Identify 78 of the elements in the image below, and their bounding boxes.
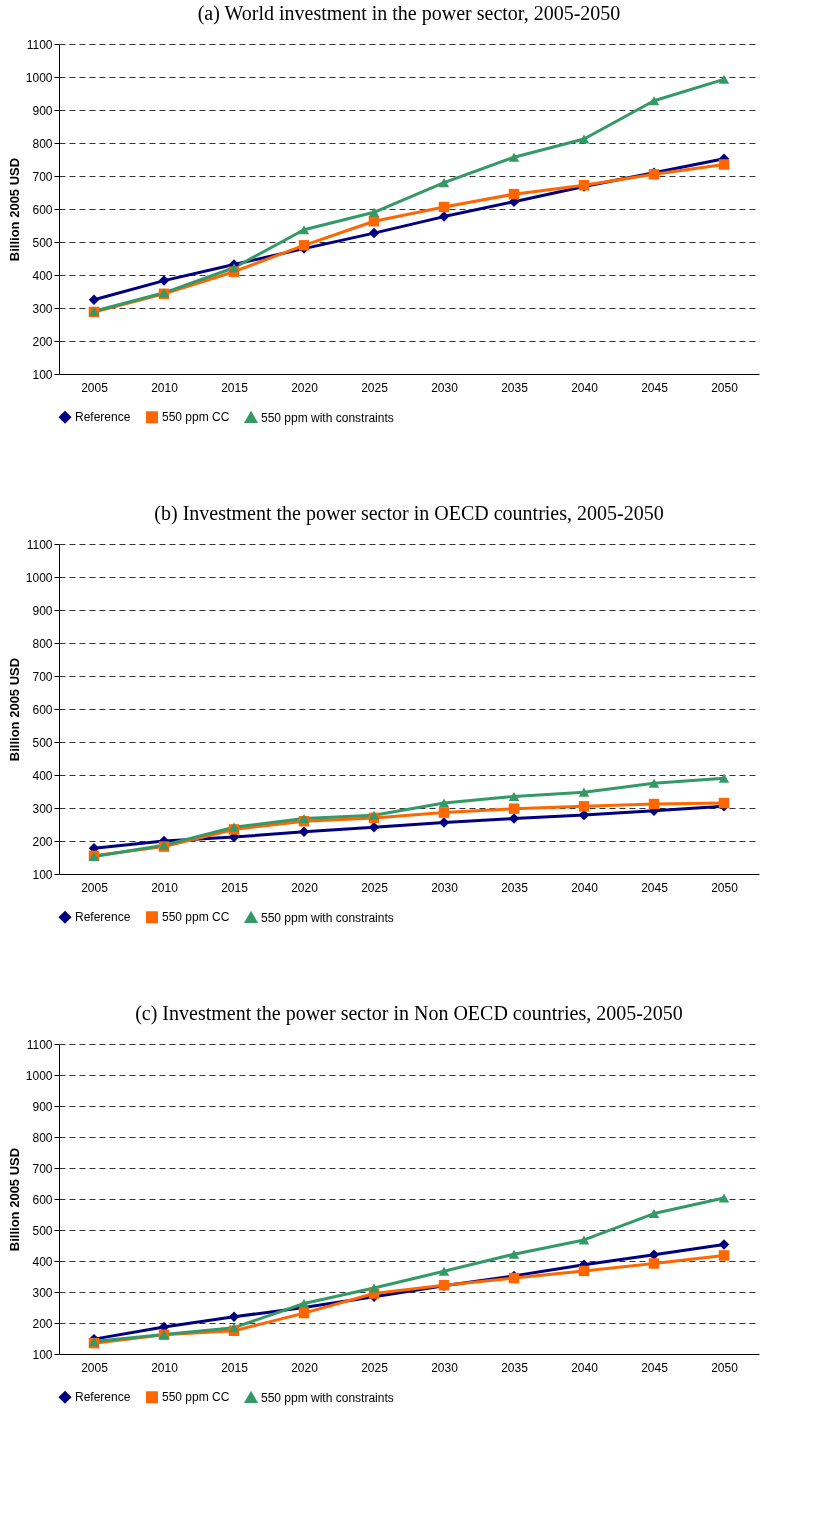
y-tick-label: 400 [32,268,53,283]
y-tick-label: 1000 [25,70,53,85]
y-tick-label: 500 [32,735,53,750]
x-tick-label: 2010 [151,880,179,895]
x-tick-label: 2015 [221,880,249,895]
x-tick-label: 2005 [81,380,109,395]
y-tick-label: 100 [32,867,53,882]
x-tick-label: 2025 [361,380,389,395]
y-tick-label: 700 [32,1161,53,1176]
y-tick-label: 1100 [26,1037,53,1052]
y-tick-label: 400 [32,768,53,783]
y-tick-label: 200 [32,834,53,849]
x-tick-label: 2005 [81,1360,109,1375]
x-tick-label: 2015 [221,380,249,395]
y-tick-label: 1100 [26,537,53,552]
y-axis-title: Billion 2005 USD [6,657,22,762]
x-tick-label: 2035 [501,1360,529,1375]
x-tick-label: 2010 [151,380,179,395]
y-tick-label: 600 [32,202,53,217]
y-tick-label: 900 [32,1099,53,1114]
chart-title: (c) Investment the power sector in Non OECD countries, 2005-2050 [135,1002,683,1025]
y-tick-label: 800 [32,136,53,151]
y-tick-label: 700 [32,169,53,184]
y-tick-label: 800 [32,636,53,651]
x-tick-label: 2035 [501,880,529,895]
x-tick-label: 2025 [361,1360,389,1375]
x-tick-label: 2005 [81,880,109,895]
x-tick-label: 2015 [221,1360,249,1375]
x-tick-label: 2040 [571,380,599,395]
y-tick-label: 300 [32,801,53,816]
x-tick-label: 2025 [361,880,389,895]
y-tick-label: 900 [32,603,53,618]
y-tick-label: 100 [32,367,53,382]
y-tick-label: 600 [32,702,53,717]
y-tick-label: 100 [32,1347,53,1362]
x-tick-label: 2020 [291,380,319,395]
x-tick-label: 2045 [641,1360,669,1375]
y-tick-label: 1000 [25,1068,53,1083]
y-tick-label: 900 [32,103,53,118]
x-tick-label: 2020 [291,1360,319,1375]
legend-label: 550 ppm CC [162,1390,230,1405]
chart-title: (a) World investment in the power sector, 2005-2050 [197,2,621,25]
legend-label: Reference [75,1390,131,1405]
y-tick-label: 300 [32,301,53,316]
y-tick-label: 200 [32,1316,53,1331]
legend-label: 550 ppm with constraints [261,910,394,925]
y-tick-label: 600 [32,1192,53,1207]
y-tick-label: 500 [32,1223,53,1238]
legend-label: 550 ppm CC [162,410,230,425]
y-tick-label: 300 [32,1285,53,1300]
x-tick-label: 2030 [431,380,459,395]
y-tick-label: 200 [32,334,53,349]
x-tick-label: 2040 [571,880,599,895]
x-tick-label: 2040 [571,1360,599,1375]
y-tick-label: 400 [32,1254,53,1269]
y-tick-label: 800 [32,1130,53,1145]
y-axis-title: Billion 2005 USD [6,157,22,262]
x-tick-label: 2030 [431,1360,459,1375]
legend-label: 550 ppm CC [162,910,230,925]
x-tick-label: 2045 [641,380,669,395]
y-tick-label: 500 [32,235,53,250]
x-tick-label: 2050 [711,1360,739,1375]
y-tick-label: 1100 [26,37,53,52]
x-tick-label: 2020 [291,880,319,895]
y-tick-label: 700 [32,669,53,684]
legend-label: 550 ppm with constraints [261,410,394,425]
x-tick-label: 2035 [501,380,529,395]
legend-label: Reference [75,910,131,925]
x-tick-label: 2010 [151,1360,179,1375]
legend-label: 550 ppm with constraints [261,1390,394,1405]
x-tick-label: 2050 [711,380,739,395]
x-tick-label: 2045 [641,880,669,895]
chart-title: (b) Investment the power sector in OECD countries, 2005-2050 [154,502,664,525]
y-tick-label: 1000 [25,570,53,585]
x-tick-label: 2030 [431,880,459,895]
y-axis-title: Billion 2005 USD [6,1147,22,1252]
x-tick-label: 2050 [711,880,739,895]
legend-label: Reference [75,410,131,425]
